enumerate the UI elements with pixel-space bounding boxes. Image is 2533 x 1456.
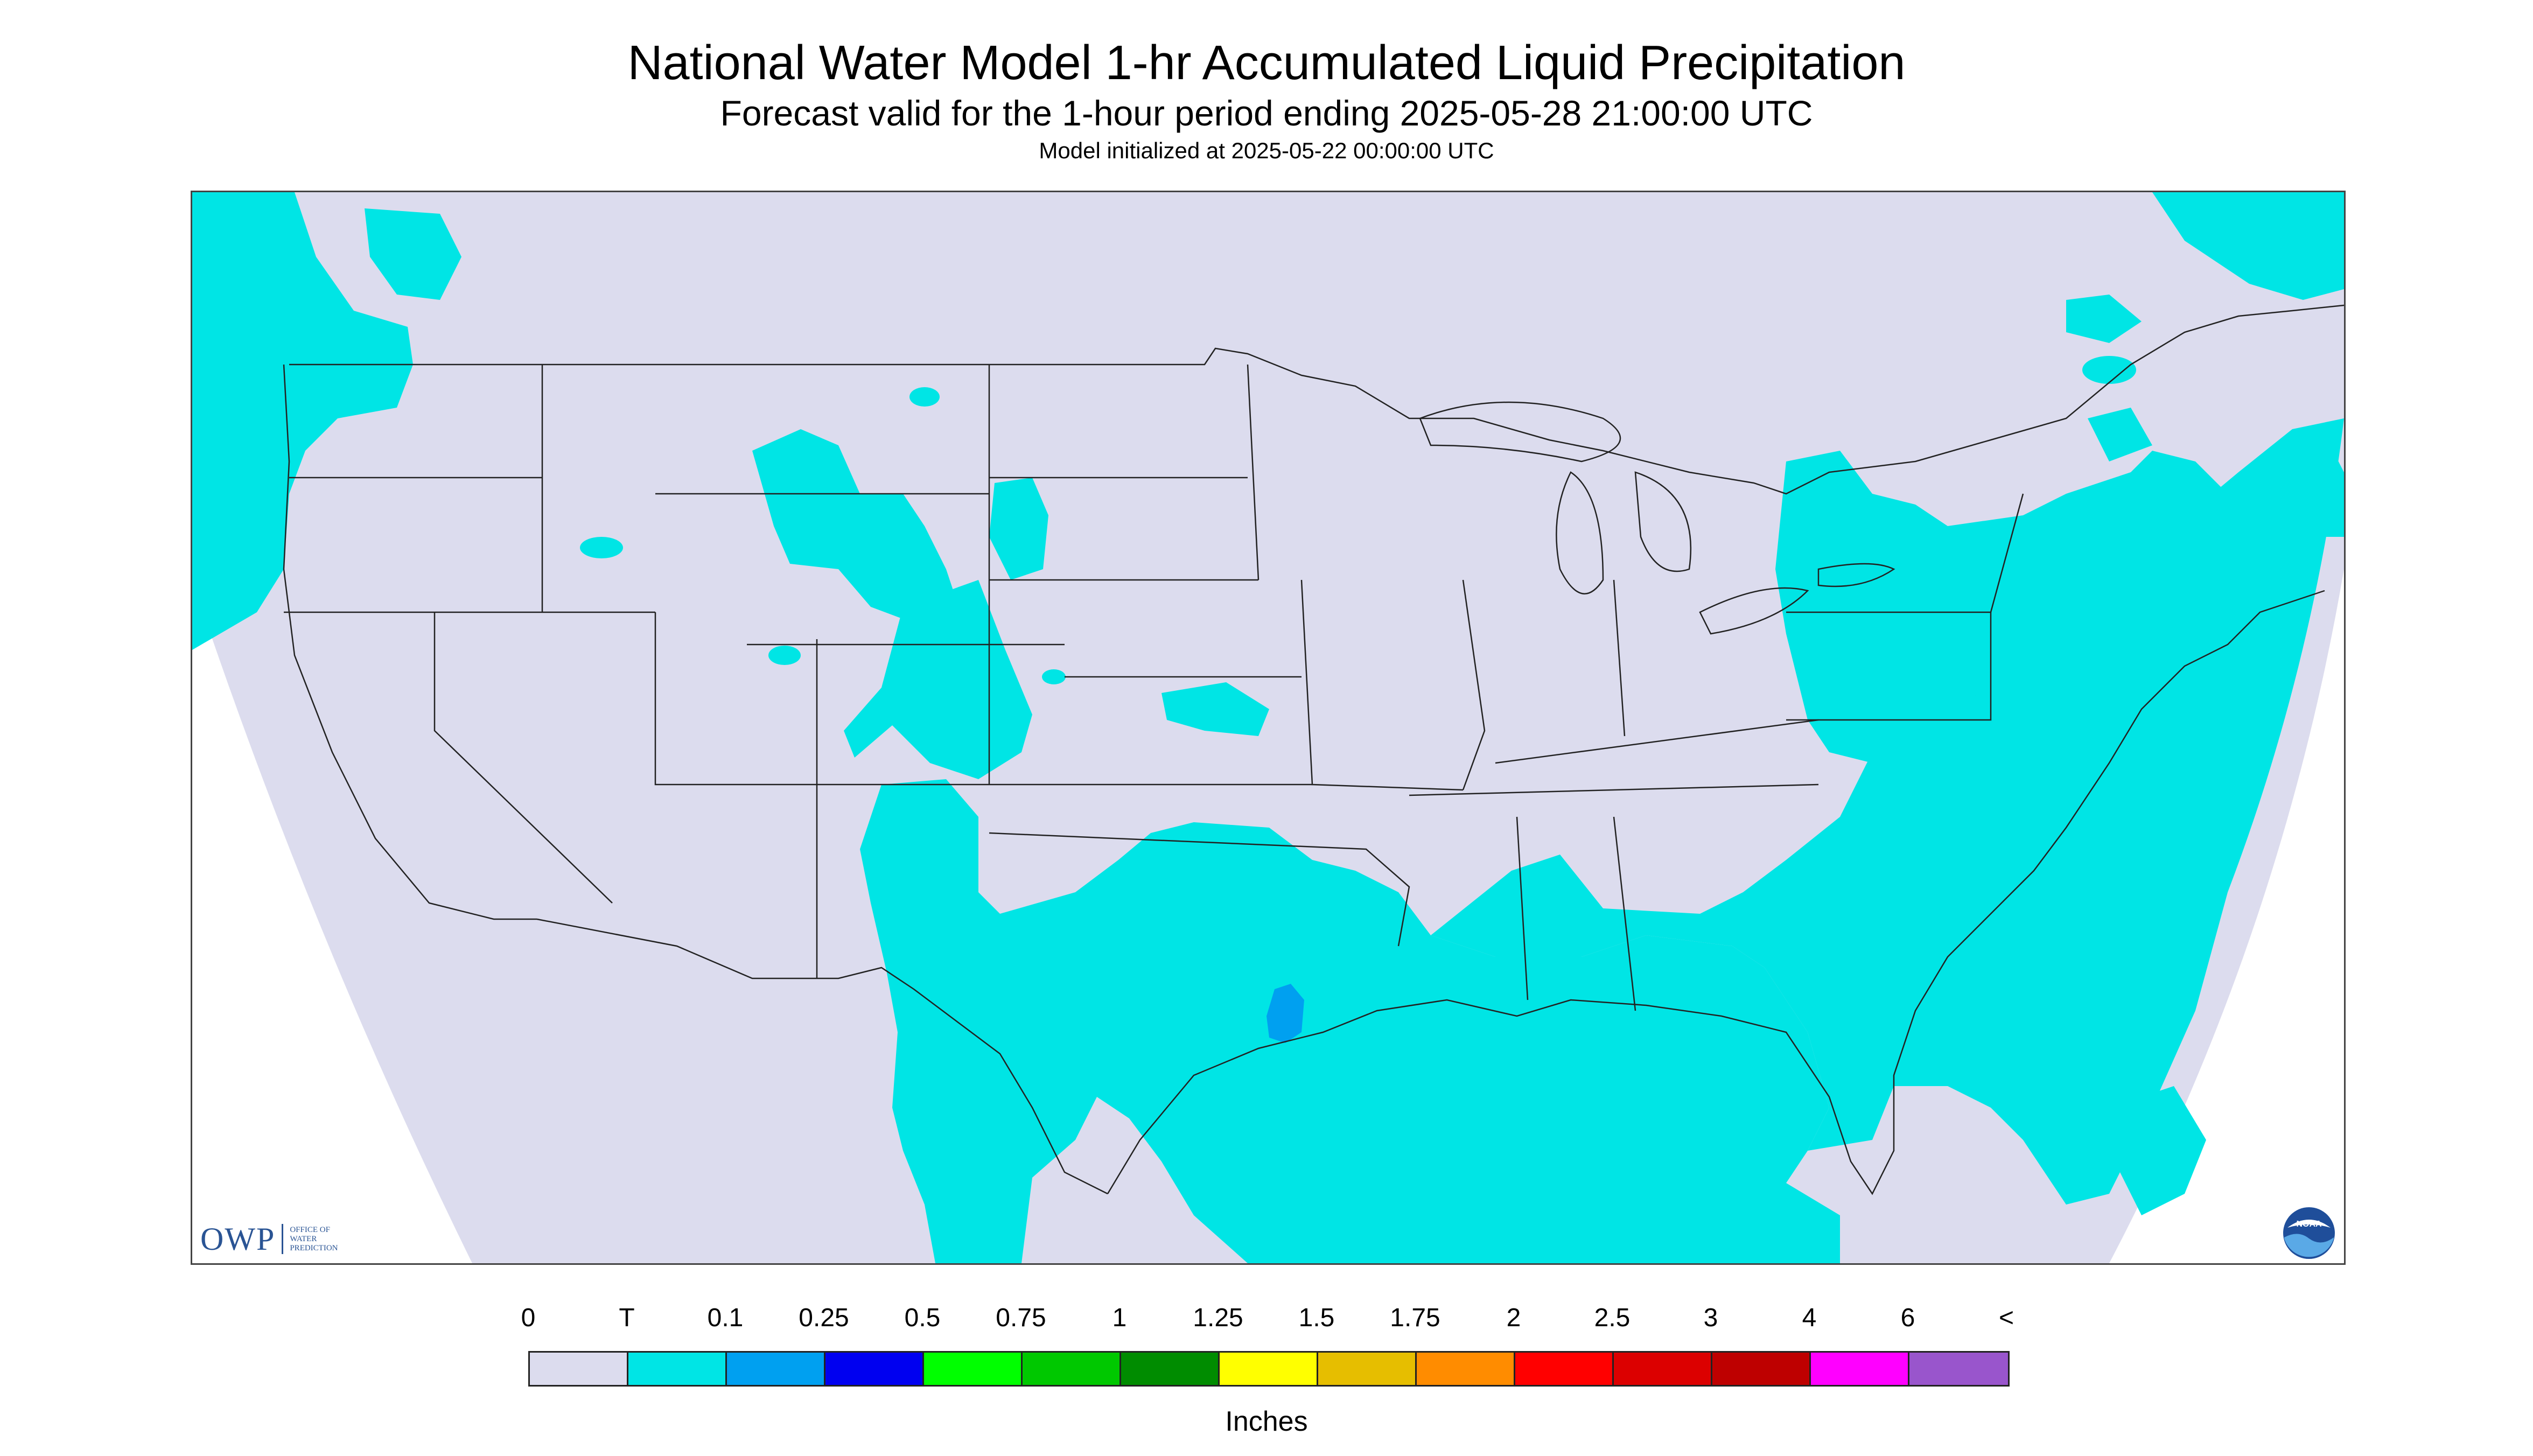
legend-label-0: 0 xyxy=(521,1304,536,1332)
precip-area-houston-cell xyxy=(1266,984,1304,1043)
gulf-coast xyxy=(1107,590,2325,1195)
legend-label-15: < xyxy=(1998,1304,2014,1332)
legend-swatch-8 xyxy=(1318,1353,1417,1385)
owp-logo: OWP OFFICE OF WATER PREDICTION xyxy=(200,1221,338,1257)
map-title: National Water Model 1-hr Accumulated Li… xyxy=(627,36,1906,90)
owp-logo-words: OFFICE OF WATER PREDICTION xyxy=(290,1226,338,1253)
owp-logo-line3: PREDICTION xyxy=(290,1243,338,1252)
legend-label-5: 0.75 xyxy=(996,1304,1046,1332)
legend-labels: 0 T 0.1 0.25 0.5 0.75 1 1.25 1.5 1.75 2 2.5 3 4 6 < xyxy=(0,1303,2533,1341)
precip-area-northeast xyxy=(1775,451,2238,763)
precip-area-maritimes xyxy=(2066,295,2142,343)
precip-cell-ontario xyxy=(2082,356,2136,384)
legend-label-13: 4 xyxy=(1802,1304,1817,1332)
precip-area-kansas xyxy=(1161,682,1269,736)
legend-label-7: 1.25 xyxy=(1193,1304,1243,1332)
legend-swatch-6 xyxy=(1121,1353,1220,1385)
precip-area-n-rockies xyxy=(752,429,957,623)
state-line-ms-al xyxy=(1516,816,1529,1000)
lake-michigan xyxy=(1556,471,1604,594)
forecast-valid-subtitle: Forecast valid for the 1-hour period end… xyxy=(720,93,1813,133)
legend-swatch-12 xyxy=(1712,1353,1811,1385)
state-line-nv xyxy=(433,612,613,904)
owp-logo-line2: WATER xyxy=(290,1234,317,1243)
legend-label-11: 2.5 xyxy=(1594,1304,1631,1332)
precip-cell-nebraska xyxy=(1042,669,1066,684)
legend-label-8: 1.5 xyxy=(1298,1304,1335,1332)
precip-area-bc-cluster xyxy=(365,208,461,300)
light-precip-areas xyxy=(1266,984,1304,1043)
legend-swatch-11 xyxy=(1614,1353,1712,1385)
legend-swatch-10 xyxy=(1515,1353,1614,1385)
precip-area-s-dakota xyxy=(989,478,1048,580)
legend-color-bar xyxy=(528,1351,2010,1387)
legend-label-6: 1 xyxy=(1112,1304,1127,1332)
precip-area-pacific-nw xyxy=(192,192,413,650)
political-boundaries xyxy=(283,304,2344,1195)
state-line-al-ga xyxy=(1613,816,1636,1011)
precip-area-bahamas xyxy=(2109,1086,2206,1215)
state-line-ut-az xyxy=(654,612,817,786)
precip-area-southeast-atlantic xyxy=(1431,418,2344,1205)
legend-swatch-3 xyxy=(825,1353,924,1385)
legend-swatch-4 xyxy=(924,1353,1023,1385)
precip-area-nova-scotia xyxy=(2282,435,2344,537)
great-lakes xyxy=(1419,401,1895,635)
legend-swatch-0 xyxy=(530,1353,628,1385)
noaa-logo-text: NOAA xyxy=(2296,1220,2322,1229)
precip-area-colorado xyxy=(844,580,1032,779)
legend-label-12: 3 xyxy=(1703,1304,1718,1332)
legend-label-9: 1.75 xyxy=(1390,1304,1440,1332)
state-line-mn xyxy=(1247,364,1259,580)
precip-area-quebec xyxy=(2088,408,2152,461)
legend-swatch-13 xyxy=(1811,1353,1909,1385)
legend-label-4: 0.5 xyxy=(904,1304,941,1332)
legend-label-1: T xyxy=(619,1304,635,1332)
legend-label-2: 0.1 xyxy=(707,1304,744,1332)
legend-swatch-2 xyxy=(727,1353,825,1385)
precipitation-map xyxy=(191,191,2346,1265)
legend-swatch-1 xyxy=(628,1353,727,1385)
us-mexico-border xyxy=(536,918,1108,1195)
precip-cell-idaho xyxy=(580,537,623,558)
legend-label-14: 6 xyxy=(1900,1304,1915,1332)
precip-cell-utah xyxy=(768,646,801,665)
lake-huron xyxy=(1634,471,1692,572)
legend-swatch-9 xyxy=(1417,1353,1515,1385)
legend-swatch-14 xyxy=(1909,1353,2008,1385)
precip-area-atlantic-canada xyxy=(2152,192,2344,300)
legend-swatch-7 xyxy=(1220,1353,1318,1385)
legend-label-3: 0.25 xyxy=(799,1304,849,1332)
state-line-oh xyxy=(1613,579,1626,737)
legend-label-10: 2 xyxy=(1506,1304,1521,1332)
state-line-pa xyxy=(1786,611,1992,721)
us-canada-border xyxy=(289,304,2344,495)
state-line-il xyxy=(1462,579,1486,790)
pacific-coast xyxy=(283,364,537,920)
lake-erie xyxy=(1699,587,1809,635)
owp-logo-letters: OWP xyxy=(200,1221,276,1257)
legend-swatch-5 xyxy=(1023,1353,1121,1385)
owp-logo-line1: OFFICE OF xyxy=(290,1225,330,1234)
model-init-note: Model initialized at 2025-05-22 00:00:00… xyxy=(1039,138,1494,163)
state-line-tx-ok xyxy=(989,832,1410,947)
lake-ontario xyxy=(1817,563,1895,587)
state-line-mo xyxy=(1300,579,1464,791)
lake-superior xyxy=(1419,401,1621,463)
noaa-logo-icon: NOAA xyxy=(2283,1207,2335,1259)
state-line-ny xyxy=(1990,493,2024,613)
owp-logo-divider xyxy=(282,1224,284,1254)
legend-units: Inches xyxy=(1225,1406,1308,1437)
state-line-tn xyxy=(1409,783,1819,796)
state-line-ky xyxy=(1495,719,1819,764)
precip-cell-montana xyxy=(909,387,940,407)
